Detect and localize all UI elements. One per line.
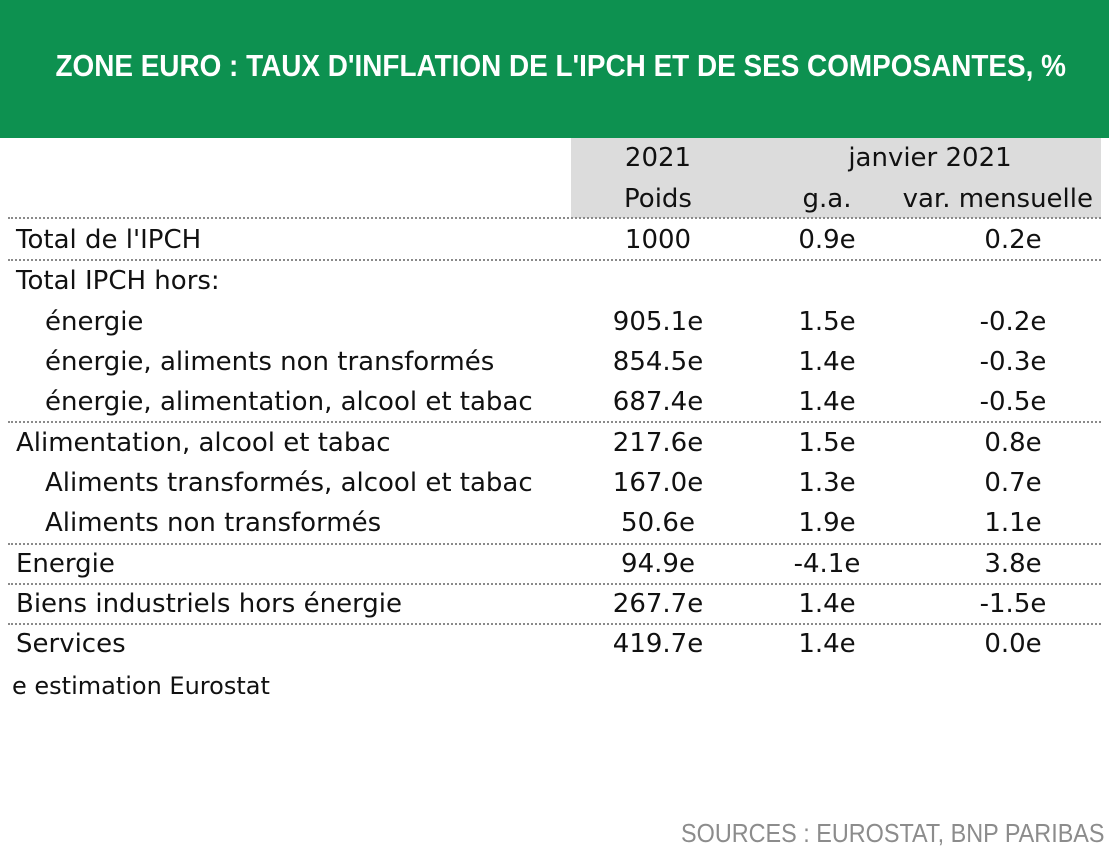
row-weight: 854.5e — [612, 347, 704, 377]
title-banner: ZONE EURO : TAUX D'INFLATION DE L'IPCH E… — [0, 0, 1109, 138]
row-weight: 687.4e — [612, 387, 704, 417]
row-weight: 94.9e — [621, 549, 695, 579]
header-rule — [8, 217, 1101, 219]
row-ga: 1.4e — [798, 629, 856, 659]
row-mom: 1.1e — [984, 508, 1042, 538]
row-label: Energie — [16, 549, 115, 579]
row-mom: 0.7e — [984, 468, 1042, 498]
row-mom: -0.2e — [979, 307, 1047, 337]
table-row: Energie 94.9e -4.1e 3.8e — [0, 544, 1109, 584]
sources-credit: SOURCES : EUROSTAT, BNP PARIBAS — [681, 818, 1105, 848]
table-row: Total IPCH hors: — [0, 261, 1109, 301]
row-ga: 0.9e — [798, 225, 856, 255]
col-header-year: 2021 — [624, 143, 692, 173]
row-weight: 905.1e — [612, 307, 704, 337]
row-rule — [8, 623, 1101, 625]
row-weight: 419.7e — [612, 629, 704, 659]
row-label: Total de l'IPCH — [16, 225, 202, 255]
row-rule — [8, 543, 1101, 545]
row-weight: 167.0e — [612, 468, 704, 498]
row-mom: 0.2e — [984, 225, 1042, 255]
table-row: Services 419.7e 1.4e 0.0e — [0, 624, 1109, 664]
row-label: énergie, alimentation, alcool et tabac — [45, 387, 533, 417]
col-header-mom: var. mensuelle — [902, 184, 1093, 214]
table-row: énergie, aliments non transformés 854.5e… — [0, 342, 1109, 382]
row-ga: 1.9e — [798, 508, 856, 538]
col-header-ga: g.a. — [802, 184, 852, 214]
table-title: ZONE EURO : TAUX D'INFLATION DE L'IPCH E… — [55, 48, 1066, 83]
row-label: Services — [16, 629, 126, 659]
table-row: Aliments non transformés 50.6e 1.9e 1.1e — [0, 503, 1109, 543]
row-label: énergie, aliments non transformés — [45, 347, 495, 377]
table-row: énergie, alimentation, alcool et tabac 6… — [0, 382, 1109, 422]
row-label: Aliments non transformés — [45, 508, 382, 538]
row-label: Biens industriels hors énergie — [16, 589, 403, 619]
table-row: Aliments transformés, alcool et tabac 16… — [0, 463, 1109, 503]
row-label: Total IPCH hors: — [16, 266, 220, 296]
row-rule — [8, 259, 1101, 261]
table-row: Alimentation, alcool et tabac 217.6e 1.5… — [0, 423, 1109, 463]
row-weight: 1000 — [624, 225, 692, 255]
table-row: Biens industriels hors énergie 267.7e 1.… — [0, 584, 1109, 624]
col-header-weight: Poids — [624, 184, 692, 214]
row-weight: 50.6e — [621, 508, 695, 538]
row-ga: 1.5e — [798, 307, 856, 337]
row-ga: -4.1e — [793, 549, 861, 579]
row-ga: 1.5e — [798, 428, 856, 458]
row-weight: 217.6e — [612, 428, 704, 458]
row-mom: -0.3e — [979, 347, 1047, 377]
estimate-footnote: e estimation Eurostat — [12, 672, 270, 700]
row-mom: 3.8e — [984, 549, 1042, 579]
col-header-group: janvier 2021 — [848, 143, 1012, 173]
row-mom: -1.5e — [979, 589, 1047, 619]
row-label: Aliments transformés, alcool et tabac — [45, 468, 533, 498]
row-weight: 267.7e — [612, 589, 704, 619]
row-mom: 0.8e — [984, 428, 1042, 458]
row-rule — [8, 421, 1101, 423]
row-ga: 1.4e — [798, 347, 856, 377]
row-ga: 1.3e — [798, 468, 856, 498]
row-rule — [8, 583, 1101, 585]
header-shade — [571, 138, 1101, 218]
row-mom: -0.5e — [979, 387, 1047, 417]
row-ga: 1.4e — [798, 589, 856, 619]
row-label: énergie — [45, 307, 144, 337]
row-mom: 0.0e — [984, 629, 1042, 659]
row-ga: 1.4e — [798, 387, 856, 417]
table-row: énergie 905.1e 1.5e -0.2e — [0, 302, 1109, 342]
row-label: Alimentation, alcool et tabac — [16, 428, 391, 458]
table-row: Total de l'IPCH 1000 0.9e 0.2e — [0, 220, 1109, 260]
